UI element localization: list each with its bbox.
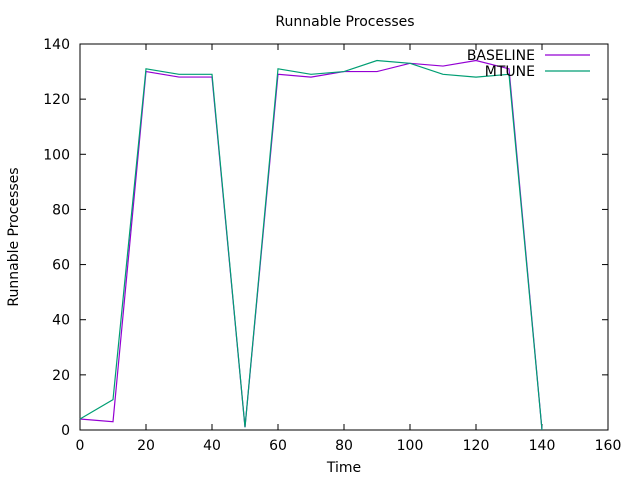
series-line-mtune (79, 59, 543, 431)
x-tick-label: 60 (269, 438, 287, 454)
y-tick-label: 20 (52, 368, 70, 384)
series-line-baseline (79, 59, 543, 431)
x-tick-label: 20 (137, 438, 155, 454)
x-tick-label: 80 (335, 438, 353, 454)
x-tick-label: 0 (76, 438, 85, 454)
y-tick-label: 60 (52, 258, 70, 274)
y-tick-label: 80 (52, 202, 70, 218)
x-axis-label: Time (326, 460, 361, 476)
x-tick-label: 160 (595, 438, 622, 454)
legend-label: MTUNE (485, 64, 535, 80)
y-tick-label: 0 (61, 423, 70, 439)
x-tick-label: 140 (529, 438, 556, 454)
y-axis-label: Runnable Processes (6, 167, 22, 306)
chart-title: Runnable Processes (275, 14, 414, 30)
y-tick-label: 40 (52, 313, 70, 329)
x-tick-label: 100 (397, 438, 424, 454)
plot-frame (79, 43, 609, 431)
legend-label: BASELINE (467, 48, 535, 64)
x-tick-label: 120 (463, 438, 490, 454)
y-tick-label: 140 (43, 37, 70, 53)
y-tick-label: 120 (43, 92, 70, 108)
x-tick-label: 40 (203, 438, 221, 454)
y-tick-label: 100 (43, 147, 70, 163)
